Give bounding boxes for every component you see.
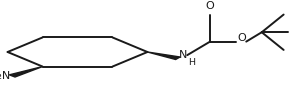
Text: N: N <box>179 50 188 60</box>
Text: O: O <box>238 33 247 43</box>
Polygon shape <box>147 52 180 59</box>
Text: O: O <box>206 1 214 11</box>
Text: H: H <box>188 58 195 67</box>
Text: H₂N: H₂N <box>0 71 11 81</box>
Polygon shape <box>9 67 43 77</box>
